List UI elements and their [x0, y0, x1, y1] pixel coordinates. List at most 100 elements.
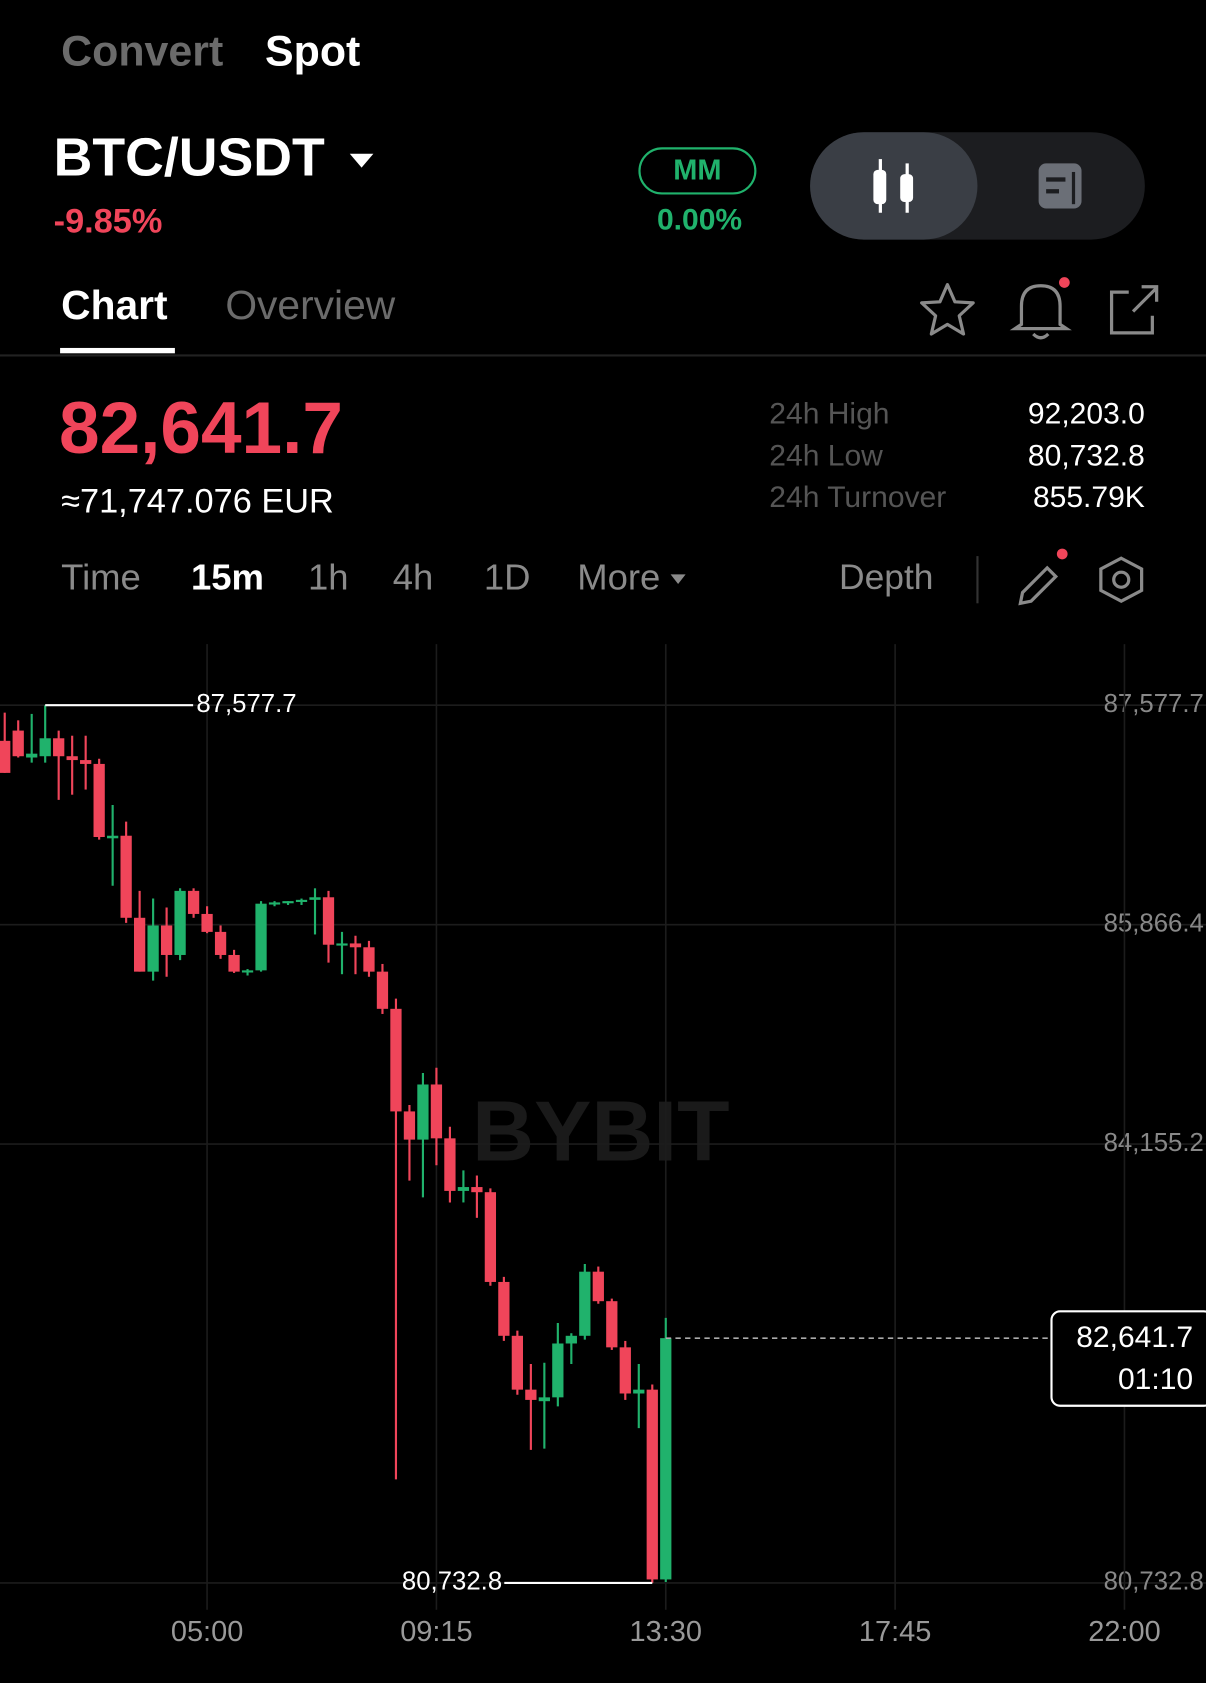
y-tick-label: 80,732.8 [1104, 1568, 1204, 1596]
more-dropdown[interactable] [670, 574, 686, 584]
candle-body [201, 913, 213, 932]
candle-body [444, 1138, 456, 1191]
candle-body [592, 1271, 604, 1302]
candle-body [93, 763, 105, 838]
candle-body [295, 899, 308, 902]
candle-body [565, 1335, 577, 1344]
candle-body [26, 753, 38, 758]
candle-body [0, 740, 11, 773]
chart: BYBIT 87,577.7 85,866.4 84,155.2 80,732.8 05:… [0, 644, 1206, 1648]
stat-label: 24h Turnover [769, 481, 946, 514]
pair-dropdown[interactable] [349, 153, 374, 168]
stat-value: 80,732.8 [1028, 439, 1145, 472]
candle-body [282, 901, 294, 904]
watermark: BYBIT [472, 1083, 730, 1179]
subtab-underline [60, 347, 175, 354]
candle-body [430, 1084, 443, 1139]
candle-body [646, 1389, 658, 1580]
fiat-price: ≈71,747.076 EUR [61, 483, 334, 521]
candle-body [147, 925, 159, 972]
candle-body [53, 738, 65, 757]
last-price-box [1050, 1310, 1206, 1407]
tab-spot[interactable]: Spot [265, 27, 360, 75]
candle-body [187, 890, 200, 914]
mm-badge[interactable] [638, 147, 757, 195]
last-price: 82,641.7 [59, 388, 343, 469]
candle-body [376, 971, 389, 1009]
candle-icon [873, 159, 914, 213]
stat-value: 92,203.0 [1028, 397, 1145, 430]
interval-tab[interactable]: 15m [191, 556, 264, 597]
mm-value: 0.00% [657, 203, 742, 236]
toggle-candle[interactable] [810, 132, 978, 240]
interval-tab[interactable]: More [577, 556, 660, 597]
candle-body [390, 1008, 402, 1112]
candle-body [633, 1389, 645, 1394]
candle-body [511, 1335, 524, 1390]
candle-body [255, 903, 267, 971]
mm-label[interactable]: MM [673, 155, 721, 187]
depth[interactable]: Depth [839, 557, 933, 597]
list-icon[interactable] [1038, 163, 1082, 209]
favorite-icon[interactable] [920, 283, 975, 336]
candle-body [160, 925, 173, 955]
y-tick-label: 85,866.4 [1104, 909, 1204, 937]
candle-body [498, 1281, 510, 1336]
candle-body [606, 1301, 618, 1348]
countdown: 01:10 [1118, 1363, 1193, 1396]
pair[interactable]: BTC/USDT [54, 127, 325, 187]
interval-tab[interactable]: 1D [484, 556, 531, 597]
candle-body [660, 1338, 672, 1580]
interval-tab[interactable]: 1h [308, 556, 349, 597]
tab-convert[interactable]: Convert [61, 27, 223, 75]
candle-body [39, 738, 51, 757]
candle-body [484, 1192, 497, 1282]
y-tick-label: 84,155.2 [1104, 1129, 1204, 1157]
candle-body [471, 1187, 483, 1193]
interval-tab[interactable]: 4h [393, 556, 434, 597]
draw-dot [1056, 548, 1068, 560]
candle-body [241, 970, 254, 973]
x-tick-label: 22:00 [1088, 1616, 1160, 1648]
change: -9.85% [54, 203, 163, 241]
x-tick-label: 09:15 [400, 1616, 472, 1648]
candle-body [80, 760, 92, 764]
candle-body [268, 902, 281, 905]
stat-label: 24h Low [769, 439, 883, 472]
candle-body [349, 943, 362, 948]
stat-label: 24h High [769, 397, 889, 430]
y-tick-label: 87,577.7 [1104, 690, 1204, 718]
candle-body [525, 1389, 537, 1400]
subtab-overview[interactable]: Overview [225, 282, 395, 328]
subtab-chart[interactable]: Chart [61, 282, 168, 328]
candle-body [309, 897, 321, 900]
candle-body [336, 943, 348, 946]
candle-body [214, 931, 227, 955]
candle-body [552, 1343, 564, 1398]
candle-body [403, 1111, 416, 1140]
candle-body [457, 1187, 470, 1191]
candle-body [12, 730, 24, 757]
candle-body [66, 756, 78, 761]
last-price-label: 82,641.7 [1076, 1321, 1193, 1354]
candle-body [120, 835, 132, 918]
candle-body [363, 947, 375, 972]
low-marker-label: 80,732.8 [402, 1568, 502, 1596]
candle-body [322, 897, 335, 945]
candle-body [107, 835, 119, 839]
interval-tab[interactable]: Time [61, 556, 141, 597]
x-tick-label: 05:00 [171, 1616, 243, 1648]
settings-icon[interactable] [1099, 556, 1144, 603]
alert-icon[interactable] [1009, 284, 1072, 340]
alert-dot [1059, 277, 1070, 288]
x-tick-label: 17:45 [859, 1616, 931, 1648]
high-marker-label: 87,577.7 [196, 690, 296, 718]
candle-body [174, 890, 186, 955]
stat-value: 855.79K [1033, 481, 1145, 514]
share-icon[interactable] [1109, 285, 1159, 335]
draw-icon[interactable] [1018, 565, 1059, 606]
x-tick-label: 13:30 [630, 1616, 702, 1648]
